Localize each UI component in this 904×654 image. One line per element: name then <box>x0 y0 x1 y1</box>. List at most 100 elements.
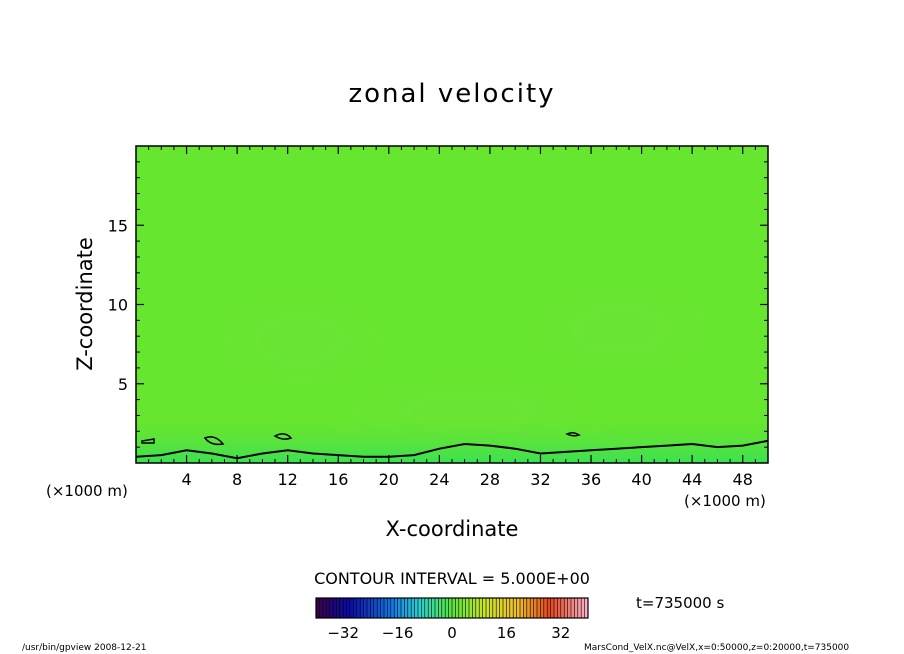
colorbar-cell <box>367 598 371 618</box>
zero-contour <box>135 439 769 460</box>
colorbar-cell <box>537 598 541 618</box>
colorbar-cell <box>554 598 558 618</box>
x-tick-label: 20 <box>379 470 399 489</box>
colorbar-cell <box>370 598 374 618</box>
colorbar-cell <box>326 598 330 618</box>
colorbar-cell <box>509 598 514 618</box>
colorbar-cell <box>486 598 490 618</box>
colorbar-cell <box>581 598 585 618</box>
colorbar-cell <box>346 598 351 618</box>
colorbar-cell <box>455 598 459 618</box>
colorbar-cell <box>360 598 364 618</box>
x-units-right: (×1000 m) <box>684 492 766 510</box>
contour-blob <box>273 433 293 440</box>
x-tick-label: 12 <box>278 470 298 489</box>
colorbar-cell <box>353 598 357 618</box>
colorbar-cell <box>336 598 340 618</box>
colorbar-cell <box>479 598 483 618</box>
x-units-left: (×1000 m) <box>46 482 128 500</box>
x-tick-label: 40 <box>631 470 651 489</box>
x-axis-label: X-coordinate <box>386 517 519 541</box>
colorbar-cell <box>448 598 453 618</box>
colorbar-cell <box>343 598 347 618</box>
colorbar-tick-label: 32 <box>551 624 570 642</box>
colorbar-cell <box>411 598 415 618</box>
colorbar-cell <box>530 598 534 618</box>
colorbar-cell <box>356 598 361 618</box>
colorbar-cell <box>503 598 507 618</box>
colorbar-cell <box>499 598 504 618</box>
colorbar-cell <box>421 598 425 618</box>
colorbar-cell <box>458 598 463 618</box>
colorbar-cell <box>540 598 544 618</box>
time-label: t=735000 s <box>636 594 724 612</box>
colorbar-cell <box>319 598 323 618</box>
colorbar-cell <box>475 598 480 618</box>
contour-blob <box>203 436 225 446</box>
colorbar-cell <box>418 598 422 618</box>
x-tick-label: 48 <box>733 470 753 489</box>
colorbar-cell <box>339 598 344 618</box>
colorbar-cell <box>333 598 337 618</box>
colorbar-cell <box>577 598 582 618</box>
colorbar-cell <box>329 598 334 618</box>
colorbar-cell <box>401 598 405 618</box>
colorbar-cell <box>462 598 466 618</box>
colorbar-ticks: −32 −16 0 16 32 <box>327 624 570 642</box>
colorbar-cell <box>428 598 432 618</box>
y-tick-label: 15 <box>108 216 128 235</box>
colorbar-frame <box>315 597 589 619</box>
colorbar-cell <box>533 598 538 618</box>
y-tick-label: 5 <box>118 375 128 394</box>
colorbar-cell <box>513 598 517 618</box>
colorbar-cell <box>520 598 524 618</box>
colorbar-cell <box>407 598 412 618</box>
colorbar <box>315 598 589 618</box>
colorbar-cell <box>584 598 589 618</box>
colorbar-cell <box>560 598 565 618</box>
y-axis-ticks: 5 10 15 <box>108 161 768 448</box>
colorbar-cell <box>445 598 449 618</box>
colorbar-cell <box>441 598 446 618</box>
colorbar-cell <box>526 598 531 618</box>
colorbar-tick-label: −32 <box>327 624 359 642</box>
contour-blob <box>565 431 581 437</box>
colorbar-cell <box>377 598 381 618</box>
contour-blob <box>141 438 155 444</box>
near-surface-shading <box>136 420 768 463</box>
y-axis-label: Z-coordinate <box>73 237 97 371</box>
colorbar-cell <box>414 598 419 618</box>
colorbar-cell <box>567 598 572 618</box>
colorbar-cell <box>397 598 402 618</box>
colorbar-cell <box>380 598 385 618</box>
x-tick-label: 36 <box>581 470 601 489</box>
colorbar-cell <box>363 598 368 618</box>
colorbar-cell <box>496 598 500 618</box>
colorbar-cell <box>571 598 575 618</box>
colorbar-cell <box>438 598 442 618</box>
colorbar-cell <box>316 598 320 618</box>
chart-title: zonal velocity <box>348 79 555 109</box>
colorbar-cell <box>404 598 408 618</box>
y-tick-label: 10 <box>108 296 128 315</box>
colorbar-cell <box>472 598 476 618</box>
colorbar-tick-label: −16 <box>382 624 414 642</box>
colorbar-tick-label: 0 <box>447 624 457 642</box>
colorbar-cell <box>452 598 456 618</box>
colorbar-cell <box>557 598 561 618</box>
colorbar-cell <box>489 598 493 618</box>
footer-left: /usr/bin/gpview 2008-12-21 <box>22 643 146 653</box>
colorbar-cell <box>564 598 568 618</box>
colorbar-cell <box>492 598 497 618</box>
colorbar-cell <box>550 598 555 618</box>
colorbar-cell <box>390 598 395 618</box>
footer-right: MarsCond_VelX.nc@VelX,x=0:50000,z=0:2000… <box>584 643 849 653</box>
colorbar-cell <box>384 598 388 618</box>
colorbar-cell <box>543 598 548 618</box>
field-variation <box>190 280 410 400</box>
colorbar-cell <box>523 598 527 618</box>
x-tick-label: 16 <box>328 470 348 489</box>
colorbar-cell <box>547 598 551 618</box>
